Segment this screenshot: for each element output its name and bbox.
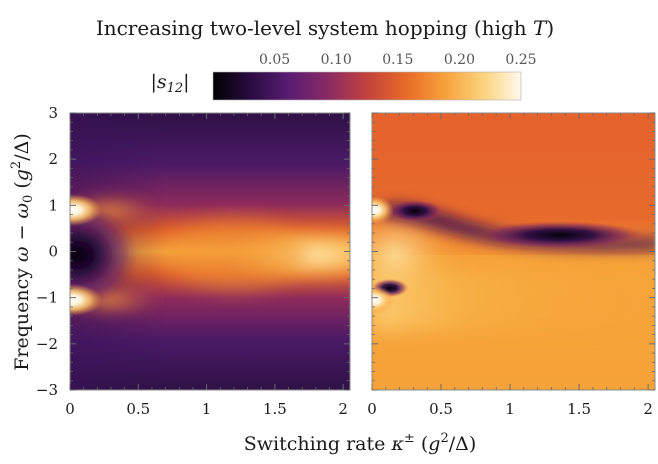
x-tick-label: 1 xyxy=(505,400,515,418)
y-tick-label: −1 xyxy=(36,289,58,307)
y-axis-title: Frequency ω − ω0 (g2/Δ) xyxy=(9,133,36,371)
y-tick-label: −3 xyxy=(36,381,58,399)
right-panel-heatmap xyxy=(372,113,655,390)
x-tick-label: 0.5 xyxy=(429,400,453,418)
y-tick-label: 3 xyxy=(48,104,58,122)
colorbar-tick-label: 0.20 xyxy=(444,52,475,68)
x-tick-label: 0.5 xyxy=(126,400,150,418)
colorbar-gradient xyxy=(212,71,522,101)
x-tick-label: 0 xyxy=(367,400,377,418)
x-axis-title: Switching rate κ± (g2/Δ) xyxy=(244,431,477,455)
x-tick-label: 1 xyxy=(202,400,212,418)
axes: 0 0.5 1 1.5 2 −3 −2 −1 0 1 2 3 0 0.5 1 1.5 2 xyxy=(36,104,655,418)
colorbar: 0.05 0.10 0.15 0.20 0.25 |s12| xyxy=(150,52,537,101)
y-tick-label: 0 xyxy=(48,243,58,261)
colorbar-tick-label: 0.25 xyxy=(505,52,536,68)
x-tick-label: 1.5 xyxy=(567,400,591,418)
y-tick-label: 2 xyxy=(48,150,58,168)
colorbar-tick-labels: 0.05 0.10 0.15 0.20 0.25 xyxy=(259,52,537,68)
colorbar-tick-label: 0.05 xyxy=(259,52,290,68)
colorbar-label: |s12| xyxy=(150,71,189,96)
colorbar-tick-label: 0.10 xyxy=(321,52,352,68)
x-tick-label: 2 xyxy=(338,400,348,418)
x-tick-label: 0 xyxy=(65,400,75,418)
chart-title: Increasing two-level system hopping (hig… xyxy=(96,16,554,40)
left-panel-heatmap xyxy=(70,113,350,390)
colorbar-tick-label: 0.15 xyxy=(382,52,413,68)
x-tick-label: 2 xyxy=(643,400,653,418)
y-tick-label: 1 xyxy=(48,196,58,214)
x-tick-label: 1.5 xyxy=(263,400,287,418)
y-tick-label: −2 xyxy=(36,335,58,353)
